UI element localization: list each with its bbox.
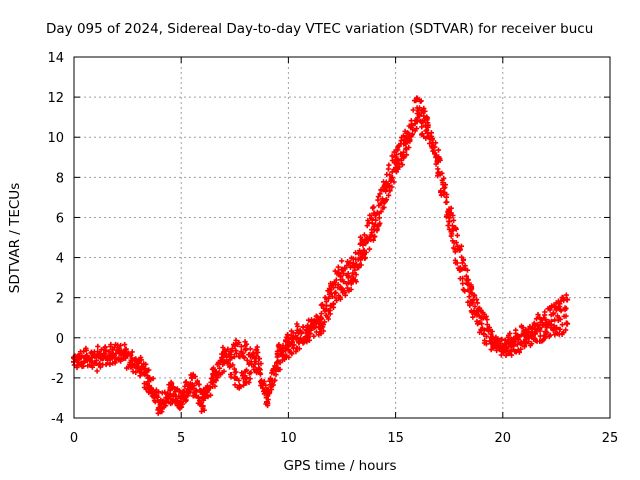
- data-point: [210, 378, 217, 385]
- data-point: [285, 346, 292, 353]
- data-point: [274, 364, 281, 371]
- data-point: [135, 364, 142, 371]
- data-point: [83, 352, 90, 359]
- data-point: [424, 122, 431, 129]
- data-point: [553, 306, 560, 313]
- data-point: [521, 338, 528, 345]
- data-point: [371, 210, 378, 217]
- data-point: [542, 316, 549, 323]
- x-tick-label: 15: [387, 431, 404, 446]
- data-point: [296, 338, 303, 345]
- data-point: [221, 350, 228, 357]
- data-point: [446, 206, 453, 213]
- data-point: [478, 314, 485, 321]
- data-point: [167, 384, 174, 391]
- data-point: [242, 346, 249, 353]
- data-point: [456, 246, 463, 253]
- data-point: [510, 342, 517, 349]
- data-point: [146, 382, 153, 389]
- axis-ticks: 0 5 10 15 20 25 -4 -2 0 2 4 6 8 10 12 14: [47, 51, 618, 446]
- data-point: [542, 328, 549, 335]
- data-point: [360, 250, 367, 257]
- y-tick-label: -2: [51, 372, 64, 387]
- data-point: [274, 350, 281, 357]
- data-point: [435, 154, 442, 161]
- data-point: [96, 360, 103, 367]
- series-1: [71, 95, 571, 416]
- data-point: [403, 146, 410, 153]
- data-point: [156, 404, 163, 411]
- data-point: [253, 366, 260, 373]
- data-point: [564, 296, 571, 303]
- y-tick-label: 4: [56, 252, 64, 267]
- data-point: [467, 286, 474, 293]
- x-tick-label: 0: [70, 431, 78, 446]
- data-point: [339, 286, 345, 293]
- data-point: [414, 96, 421, 103]
- data-point: [349, 262, 356, 269]
- data-point: [456, 266, 463, 273]
- data-point: [499, 346, 506, 353]
- data-point: [392, 166, 399, 173]
- data-point: [371, 226, 378, 233]
- data-point: [489, 334, 496, 341]
- data-point: [263, 398, 270, 405]
- x-tick-label: 10: [280, 431, 297, 446]
- data-point: [242, 378, 249, 385]
- data-point: [349, 278, 356, 285]
- data-point: [306, 324, 313, 331]
- x-axis-label: GPS time / hours: [283, 458, 396, 474]
- data-point: [188, 374, 195, 381]
- y-tick-label: 10: [47, 131, 64, 146]
- y-axis-label: SDTVAR / TECUs: [7, 183, 23, 293]
- chart-title: Day 095 of 2024, Sidereal Day-to-day VTE…: [46, 21, 593, 37]
- y-tick-label: 14: [47, 51, 64, 66]
- data-series: [71, 95, 571, 416]
- data-point: [564, 320, 571, 327]
- data-point: [381, 198, 388, 205]
- x-tick-label: 25: [602, 431, 619, 446]
- y-tick-label: 8: [56, 171, 64, 186]
- data-point: [553, 324, 560, 331]
- plot-frame: [73, 56, 611, 419]
- data-point: [231, 342, 238, 349]
- y-tick-label: 12: [47, 91, 64, 106]
- y-tick-label: 6: [56, 211, 64, 226]
- y-tick-label: 0: [56, 332, 64, 347]
- grid-lines: [74, 57, 610, 418]
- x-tick-label: 20: [495, 431, 512, 446]
- data-point: [178, 398, 185, 405]
- data-point: [317, 314, 324, 321]
- data-point: [360, 238, 367, 245]
- data-point: [122, 354, 129, 361]
- data-point: [253, 346, 260, 353]
- data-point: [231, 374, 238, 381]
- data-point: [531, 330, 538, 337]
- data-point: [109, 346, 116, 353]
- y-tick-label: -4: [51, 412, 64, 427]
- y-tick-label: 2: [56, 292, 64, 307]
- data-point: [317, 324, 324, 331]
- data-point: [328, 282, 335, 289]
- data-point: [328, 302, 335, 309]
- data-point: [199, 402, 206, 409]
- x-tick-label: 5: [177, 431, 185, 446]
- data-point: [339, 266, 345, 273]
